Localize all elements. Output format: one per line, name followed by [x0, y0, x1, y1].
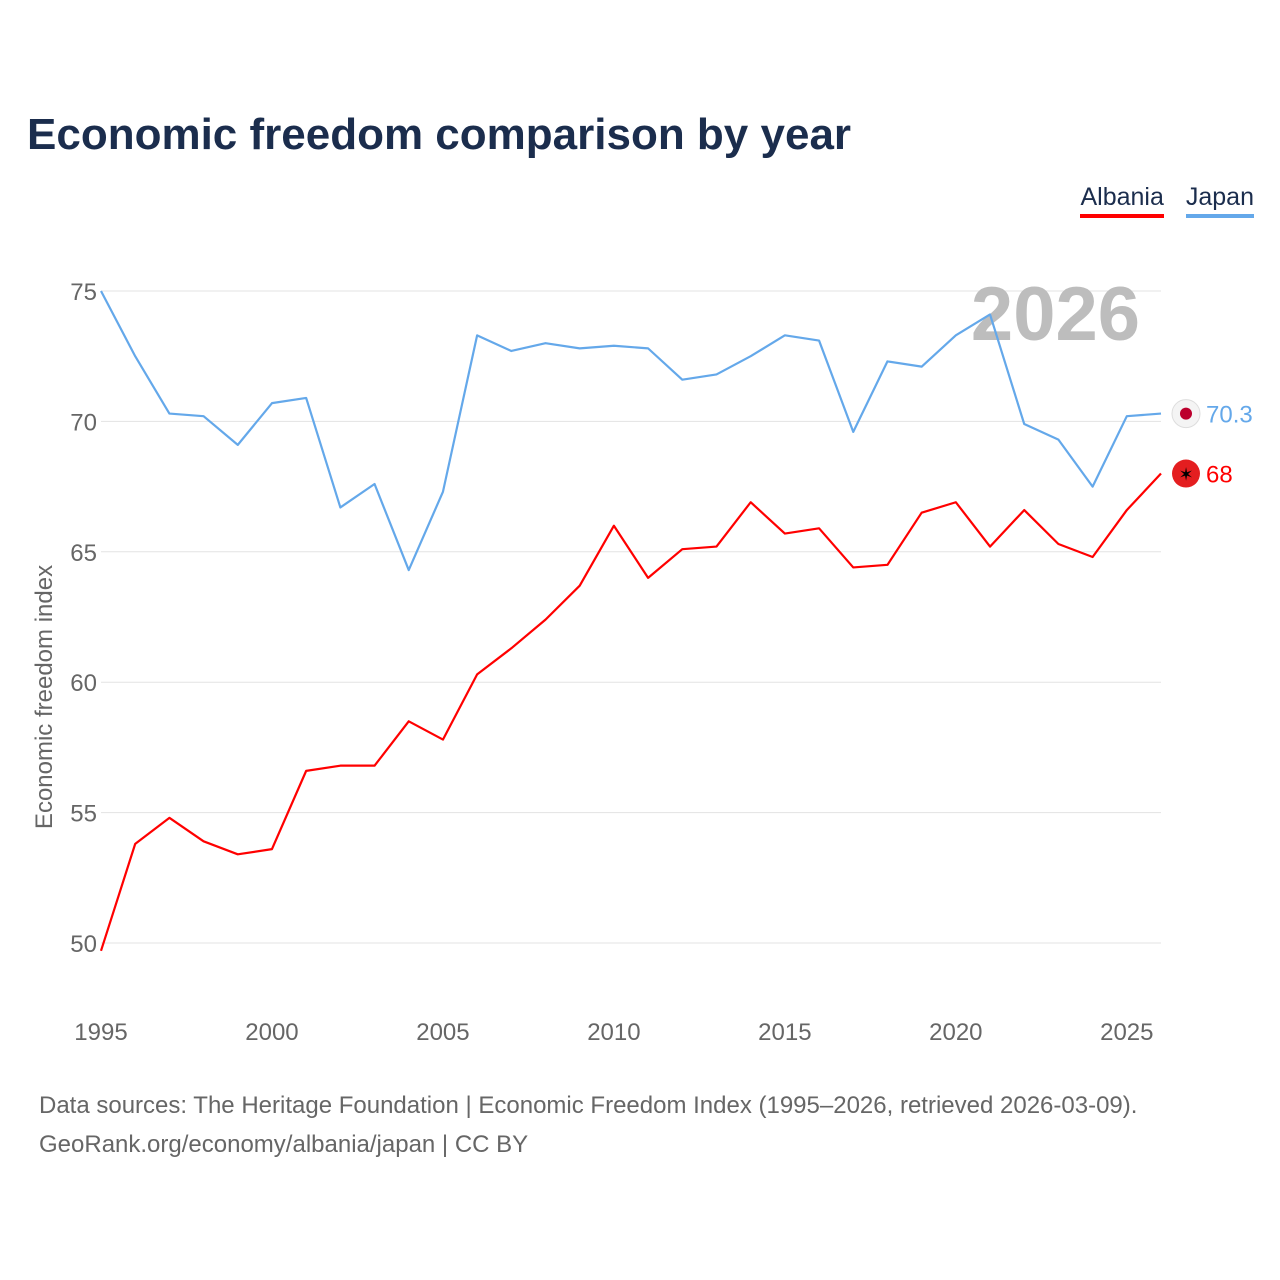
year-watermark: 2026: [971, 272, 1140, 357]
japan-flag-sun-icon: [1180, 407, 1192, 420]
source-line-1: Data sources: The Heritage Foundation | …: [39, 1092, 1138, 1119]
x-tick-label: 2005: [416, 1019, 469, 1046]
source-note: Data sources: The Heritage Foundation | …: [39, 1086, 1137, 1164]
series-line-albania: [99, 472, 1162, 952]
y-tick-label: 70: [70, 409, 97, 436]
x-tick-label: 2000: [245, 1019, 298, 1046]
x-tick-label: 2010: [587, 1019, 640, 1046]
y-tick-label: 50: [70, 931, 97, 958]
albania-flag-icon: [1172, 459, 1200, 488]
legend-albania[interactable]: Albania: [1080, 183, 1164, 218]
end-value-label-albania: 68: [1206, 462, 1233, 489]
chart-title: Economic freedom comparison by year: [27, 110, 852, 159]
y-axis-label: Economic freedom index: [31, 565, 58, 829]
x-tick-label: 2020: [929, 1019, 982, 1046]
x-tick-label: 1995: [74, 1019, 127, 1046]
y-tick-label: 75: [70, 279, 97, 306]
end-value-label-japan: 70.3: [1206, 402, 1253, 429]
y-tick-label: 55: [70, 801, 97, 828]
legend: Albania Japan: [1080, 183, 1254, 218]
y-tick-label: 60: [70, 670, 97, 697]
y-tick-label: 65: [70, 540, 97, 567]
x-tick-label: 2025: [1100, 1019, 1153, 1046]
x-tick-label: 2015: [758, 1019, 811, 1046]
albania-eagle-icon: ✶: [1178, 465, 1193, 485]
legend-japan[interactable]: Japan: [1185, 183, 1254, 218]
source-line-2[interactable]: GeoRank.org/economy/albania/japan | CC B…: [39, 1131, 529, 1158]
series-line-japan: [100, 290, 1162, 572]
